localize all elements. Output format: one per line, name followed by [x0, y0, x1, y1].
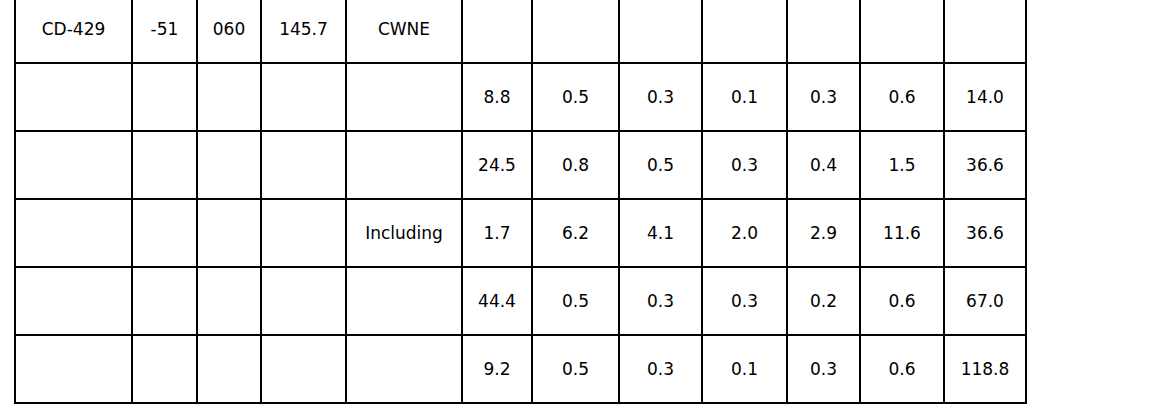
- table-cell: [261, 199, 346, 267]
- table-cell: 67.0: [944, 267, 1026, 335]
- table-row: 9.20.50.30.10.30.6118.8: [15, 335, 1026, 403]
- table-cell: 0.2: [787, 267, 860, 335]
- table-cell: [702, 0, 787, 63]
- table-cell: 118.8: [944, 335, 1026, 403]
- table-cell: 0.3: [619, 267, 702, 335]
- table-cell: 1.5: [860, 131, 944, 199]
- table-cell: 0.4: [787, 131, 860, 199]
- table-row: 44.40.50.30.30.20.667.0: [15, 267, 1026, 335]
- table-cell: 6.2: [532, 199, 619, 267]
- table-cell: 0.8: [532, 131, 619, 199]
- table-cell: 8.8: [462, 63, 532, 131]
- table-cell: 2.9: [787, 199, 860, 267]
- table-cell: 0.3: [787, 63, 860, 131]
- table-cell: 0.6: [860, 63, 944, 131]
- table-cell: [197, 267, 261, 335]
- table-cell: [15, 63, 132, 131]
- table-cell: [197, 63, 261, 131]
- table-cell: 0.3: [619, 63, 702, 131]
- table-cell: CD-429: [15, 0, 132, 63]
- table-cell: [860, 0, 944, 63]
- table-cell: 24.5: [462, 131, 532, 199]
- table-row: 24.50.80.50.30.41.536.6: [15, 131, 1026, 199]
- table-cell: [346, 131, 462, 199]
- table-cell: 0.1: [702, 335, 787, 403]
- table-cell: [261, 131, 346, 199]
- table-cell: 0.3: [619, 335, 702, 403]
- table-cell: [944, 0, 1026, 63]
- table-cell: [15, 267, 132, 335]
- table-cell: [15, 199, 132, 267]
- table-cell: [197, 335, 261, 403]
- table-cell: 9.2: [462, 335, 532, 403]
- table-cell: [132, 131, 197, 199]
- table-cell: 11.6: [860, 199, 944, 267]
- table-cell: 0.1: [702, 63, 787, 131]
- table-cell: 2.0: [702, 199, 787, 267]
- table-row: Including1.76.24.12.02.911.636.6: [15, 199, 1026, 267]
- table-cell: 0.5: [532, 63, 619, 131]
- table-cell: [197, 199, 261, 267]
- document-page: CD-429-51060145.7CWNE8.80.50.30.10.30.61…: [0, 0, 1149, 408]
- table-cell: 36.6: [944, 199, 1026, 267]
- table-row: 8.80.50.30.10.30.614.0: [15, 63, 1026, 131]
- table-cell: 0.6: [860, 267, 944, 335]
- table-cell: 0.5: [532, 335, 619, 403]
- table-cell: [15, 335, 132, 403]
- table-cell: [132, 267, 197, 335]
- table-cell: 0.3: [702, 131, 787, 199]
- table-cell: [619, 0, 702, 63]
- table-cell: [346, 267, 462, 335]
- table-cell: [132, 63, 197, 131]
- table-cell: 4.1: [619, 199, 702, 267]
- table-cell: 0.5: [532, 267, 619, 335]
- table-cell: 0.5: [619, 131, 702, 199]
- table-cell: 44.4: [462, 267, 532, 335]
- table-cell: [261, 63, 346, 131]
- table-cell: [132, 199, 197, 267]
- table-body: CD-429-51060145.7CWNE8.80.50.30.10.30.61…: [15, 0, 1026, 403]
- table-cell: Including: [346, 199, 462, 267]
- table-cell: -51: [132, 0, 197, 63]
- table-cell: [532, 0, 619, 63]
- table-cell: 0.6: [860, 335, 944, 403]
- table-cell: [462, 0, 532, 63]
- table-cell: [15, 131, 132, 199]
- table-cell: CWNE: [346, 0, 462, 63]
- table-cell: 14.0: [944, 63, 1026, 131]
- table-cell: [787, 0, 860, 63]
- table-cell: [261, 267, 346, 335]
- table-cell: 145.7: [261, 0, 346, 63]
- table-row: CD-429-51060145.7CWNE: [15, 0, 1026, 63]
- table-cell: [346, 335, 462, 403]
- drill-results-table: CD-429-51060145.7CWNE8.80.50.30.10.30.61…: [14, 0, 1027, 404]
- table-cell: 36.6: [944, 131, 1026, 199]
- table-cell: 0.3: [702, 267, 787, 335]
- table-cell: [346, 63, 462, 131]
- table-cell: 1.7: [462, 199, 532, 267]
- table-cell: 0.3: [787, 335, 860, 403]
- table-cell: [197, 131, 261, 199]
- table-cell: 060: [197, 0, 261, 63]
- table-cell: [261, 335, 346, 403]
- table-cell: [132, 335, 197, 403]
